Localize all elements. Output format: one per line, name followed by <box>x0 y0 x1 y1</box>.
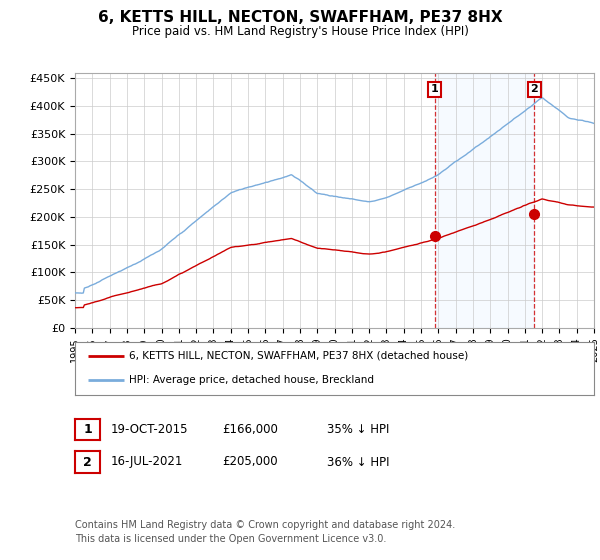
Text: 2: 2 <box>530 85 538 95</box>
Text: 1: 1 <box>431 85 439 95</box>
Text: 16-JUL-2021: 16-JUL-2021 <box>111 455 184 469</box>
Text: 36% ↓ HPI: 36% ↓ HPI <box>327 455 389 469</box>
Text: 2: 2 <box>83 455 92 469</box>
Bar <box>435 73 535 328</box>
Text: HPI: Average price, detached house, Breckland: HPI: Average price, detached house, Brec… <box>130 375 374 385</box>
Text: 35% ↓ HPI: 35% ↓ HPI <box>327 423 389 436</box>
Text: £166,000: £166,000 <box>222 423 278 436</box>
Text: 6, KETTS HILL, NECTON, SWAFFHAM, PE37 8HX (detached house): 6, KETTS HILL, NECTON, SWAFFHAM, PE37 8H… <box>130 351 469 361</box>
Text: 19-OCT-2015: 19-OCT-2015 <box>111 423 188 436</box>
Text: Contains HM Land Registry data © Crown copyright and database right 2024.
This d: Contains HM Land Registry data © Crown c… <box>75 520 455 544</box>
Text: £205,000: £205,000 <box>222 455 278 469</box>
Text: Price paid vs. HM Land Registry's House Price Index (HPI): Price paid vs. HM Land Registry's House … <box>131 25 469 38</box>
Text: 6, KETTS HILL, NECTON, SWAFFHAM, PE37 8HX: 6, KETTS HILL, NECTON, SWAFFHAM, PE37 8H… <box>98 10 502 25</box>
Text: 1: 1 <box>83 423 92 436</box>
